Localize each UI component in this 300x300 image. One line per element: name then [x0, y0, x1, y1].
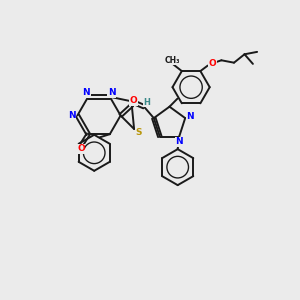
- Text: S: S: [135, 128, 142, 137]
- Text: N: N: [68, 111, 76, 120]
- Text: N: N: [108, 88, 116, 97]
- Text: O: O: [77, 144, 85, 153]
- Text: O: O: [130, 96, 137, 105]
- Text: O: O: [208, 59, 216, 68]
- Text: CH₃: CH₃: [164, 56, 180, 65]
- Text: N: N: [82, 88, 90, 97]
- Text: N: N: [186, 112, 194, 122]
- Text: N: N: [176, 137, 183, 146]
- Text: H: H: [144, 98, 150, 107]
